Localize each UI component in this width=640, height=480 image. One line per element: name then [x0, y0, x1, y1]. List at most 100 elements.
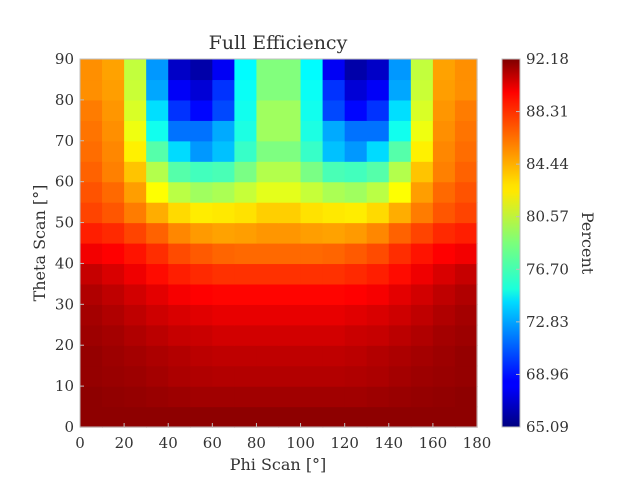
heatmap-cell — [124, 324, 147, 346]
heatmap-cell — [322, 161, 346, 183]
heatmap-cell — [454, 222, 478, 244]
heatmap-cell — [80, 365, 103, 387]
heatmap-cell — [80, 59, 103, 81]
heatmap-cell — [278, 79, 302, 101]
heatmap-cell — [454, 263, 478, 285]
heatmap-cell — [212, 365, 235, 387]
heatmap-cell — [124, 140, 147, 162]
heatmap-cell — [344, 202, 368, 224]
heatmap-cell — [322, 365, 346, 387]
heatmap-cell — [212, 161, 235, 183]
heatmap-cell — [168, 304, 191, 326]
heatmap-cell — [212, 386, 235, 408]
heatmap-cell — [102, 120, 125, 142]
heatmap-cell — [410, 79, 434, 101]
heatmap-cell — [410, 365, 434, 387]
heatmap-cell — [454, 99, 478, 121]
heatmap-cell — [322, 386, 346, 408]
heatmap-cell — [388, 120, 412, 142]
heatmap-cell — [410, 181, 434, 203]
heatmap-cell — [454, 79, 478, 101]
heatmap-cell — [432, 263, 456, 285]
heatmap-cell — [432, 161, 456, 183]
heatmap-cell — [454, 120, 478, 142]
heatmap-cell — [102, 365, 125, 387]
heatmap-cell — [234, 263, 258, 285]
heatmap-cell — [300, 243, 324, 265]
heatmap-cell — [80, 140, 103, 162]
heatmap-cell — [212, 324, 235, 346]
heatmap-cell — [234, 161, 258, 183]
heatmap-cell — [410, 120, 434, 142]
heatmap-cell — [432, 324, 456, 346]
heatmap-cell — [80, 79, 103, 101]
heatmap-cell — [212, 304, 235, 326]
heatmap-cell — [366, 181, 390, 203]
colorbar-tick-label: 92.18 — [526, 50, 569, 68]
heatmap-cell — [300, 386, 324, 408]
heatmap-cell — [410, 324, 434, 346]
heatmap-cell — [234, 283, 258, 305]
heatmap-cell — [124, 181, 147, 203]
heatmap-cell — [322, 406, 346, 428]
heatmap-cell — [146, 304, 169, 326]
y-tick-label: 20 — [55, 336, 74, 354]
heatmap-cell — [300, 140, 324, 162]
heatmap-cell — [146, 222, 169, 244]
x-axis-label: Phi Scan [°] — [230, 455, 327, 474]
heatmap-cell — [344, 99, 368, 121]
heatmap-cell — [300, 406, 324, 428]
heatmap-cell — [432, 222, 456, 244]
heatmap-cell — [168, 120, 191, 142]
heatmap-cell — [366, 161, 390, 183]
heatmap-cell — [256, 59, 280, 81]
heatmap-cell — [388, 243, 412, 265]
heatmap-cell — [212, 345, 235, 367]
heatmap-cell — [168, 324, 191, 346]
heatmap-cell — [234, 222, 258, 244]
y-tick-label: 70 — [55, 132, 74, 150]
heatmap-cell — [388, 202, 412, 224]
heatmap-cell — [322, 304, 346, 326]
heatmap-cell — [344, 406, 368, 428]
heatmap-cell — [80, 324, 103, 346]
heatmap-cell — [80, 120, 103, 142]
heatmap-cell — [190, 263, 213, 285]
x-tick-label: 140 — [374, 434, 403, 452]
x-tick-label: 120 — [330, 434, 359, 452]
heatmap-cell — [80, 386, 103, 408]
y-tick-label: 10 — [55, 377, 74, 395]
heatmap-cell — [190, 161, 213, 183]
heatmap-cell — [300, 283, 324, 305]
heatmap-cell — [278, 324, 302, 346]
heatmap-cell — [146, 324, 169, 346]
heatmap-cell — [432, 365, 456, 387]
colorbar-ticks: 92.18 88.31 84.44 80.57 76.70 72.83 68.96 65.09 — [516, 50, 569, 436]
heatmap-cell — [322, 283, 346, 305]
heatmap-cell — [432, 386, 456, 408]
heatmap-cell — [124, 99, 147, 121]
heatmap-cell — [322, 243, 346, 265]
heatmap-cell — [102, 406, 125, 428]
heatmap-cell — [124, 386, 147, 408]
heatmap-cell — [256, 222, 280, 244]
heatmap-cell — [124, 283, 147, 305]
heatmap-cell — [344, 120, 368, 142]
heatmap-cell — [124, 161, 147, 183]
heatmap-cell — [256, 283, 280, 305]
heatmap-cell — [234, 345, 258, 367]
heatmap-cell — [410, 140, 434, 162]
heatmap-cell — [146, 406, 169, 428]
heatmap-cell — [102, 263, 125, 285]
heatmap-cell — [366, 386, 390, 408]
heatmap-cell — [212, 406, 235, 428]
heatmap-cell — [410, 283, 434, 305]
heatmap-cell — [80, 345, 103, 367]
heatmap-cell — [278, 283, 302, 305]
heatmap-cell — [146, 161, 169, 183]
heatmap-cell — [212, 263, 235, 285]
heatmap-cell — [278, 222, 302, 244]
heatmap-cell — [322, 324, 346, 346]
heatmap-cell — [344, 324, 368, 346]
heatmap-cell — [168, 263, 191, 285]
